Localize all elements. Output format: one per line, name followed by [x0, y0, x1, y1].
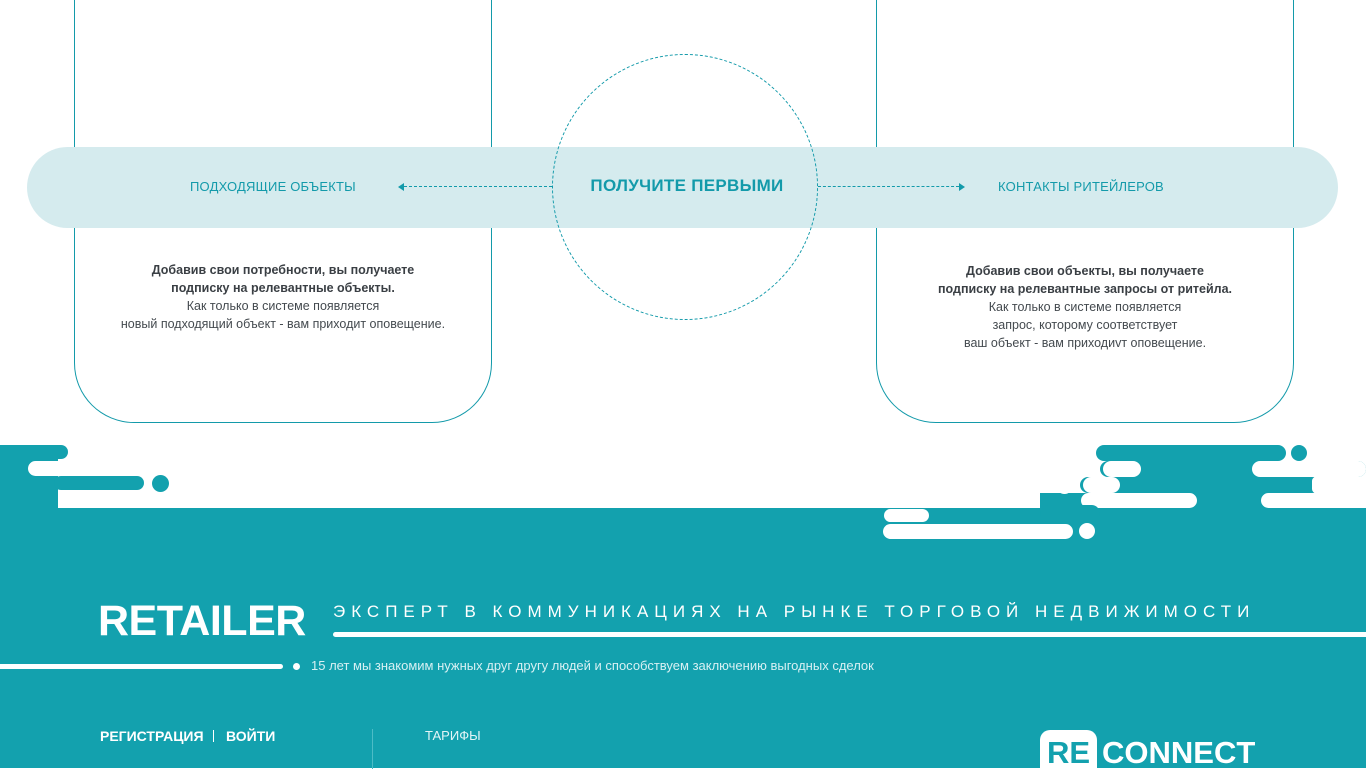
deco-dot: [1056, 477, 1073, 494]
tagline: ЭКСПЕРТ В КОММУНИКАЦИЯХ НА РЫНКЕ ТОРГОВО…: [333, 602, 1256, 621]
tariffs-link[interactable]: ТАРИФЫ: [425, 728, 481, 743]
deco-pill: [1252, 461, 1366, 477]
deco-pill: [0, 445, 68, 459]
footer: [0, 508, 1366, 768]
bullet-dot: [293, 663, 300, 670]
left-dashed-arrow: [404, 186, 552, 187]
deco-dot: [1291, 445, 1307, 461]
deco-pill: [1040, 505, 1100, 522]
reconnect-logo-box: RE: [1040, 730, 1097, 768]
objects-desc-bold-2: подписку на релевантные запросы от ритей…: [937, 282, 1233, 296]
needs-desc-bold-1: Добавив свои потребности, вы получаете: [151, 263, 415, 277]
deco-pill: [84, 492, 144, 507]
needs-desc-line-4: новый подходящий объект - вам приходит о…: [120, 317, 446, 331]
center-dashed-circle: [552, 54, 818, 320]
objects-desc-line-3: Как только в системе появляется: [988, 300, 1182, 314]
deco-pill: [54, 476, 144, 490]
get-first-title: ПОЛУЧИТЕ ПЕРВЫМИ: [590, 176, 784, 195]
reconnect-logo-word: CONNECT: [1102, 735, 1256, 770]
nav-separator: [213, 730, 214, 742]
footer-subtext: 15 лет мы знакомим нужных друг другу люд…: [311, 658, 874, 673]
tagline-rule: [333, 632, 1366, 637]
deco-dot: [1079, 523, 1095, 539]
deco-pill: [1083, 477, 1120, 493]
right-dashed-arrow: [818, 186, 959, 187]
needs-description: Добавив свои потребности, вы получаете п…: [74, 261, 492, 333]
arrow-right-icon: [959, 183, 965, 191]
needs-desc-line-3: Как только в системе появляется: [186, 299, 380, 313]
deco-pill: [883, 524, 1073, 539]
objects-desc-bold-1: Добавив свои объекты, вы получаете: [966, 264, 1204, 278]
login-link[interactable]: ВОЙТИ: [226, 728, 276, 744]
deco-pill: [1312, 477, 1320, 493]
suitable-objects-label: ПОДХОДЯЩИЕ ОБЪЕКТЫ: [190, 179, 356, 194]
deco-pill: [1080, 477, 1320, 493]
deco-pill: [1261, 493, 1366, 508]
objects-description: Добавив свои объекты, вы получаете подпи…: [876, 262, 1294, 352]
deco-dot: [1326, 477, 1356, 493]
register-link[interactable]: РЕГИСТРАЦИЯ: [100, 728, 204, 744]
deco-dot: [152, 475, 169, 492]
deco-pill: [1096, 445, 1286, 461]
objects-desc-line-4: запрос, которому соответствует: [992, 318, 1178, 332]
objects-desc-line-5: ваш объект - вам приходиvт оповещение.: [963, 336, 1207, 350]
deco-pill: [884, 509, 929, 522]
retailer-contacts-label: КОНТАКТЫ РИТЕЙЛЕРОВ: [998, 179, 1164, 194]
needs-desc-bold-2: подписку на релевантные объекты.: [171, 281, 395, 295]
deco-pill: [1103, 461, 1141, 477]
retailer-logo[interactable]: RETAILER: [98, 597, 306, 645]
deco-pill: [1081, 493, 1197, 508]
reconnect-logo[interactable]: RE CONNECT: [1040, 730, 1255, 768]
deco-pill: [28, 461, 158, 476]
subtext-rule: [0, 664, 283, 669]
footer-divider: [372, 729, 373, 769]
arrow-left-icon: [398, 183, 404, 191]
